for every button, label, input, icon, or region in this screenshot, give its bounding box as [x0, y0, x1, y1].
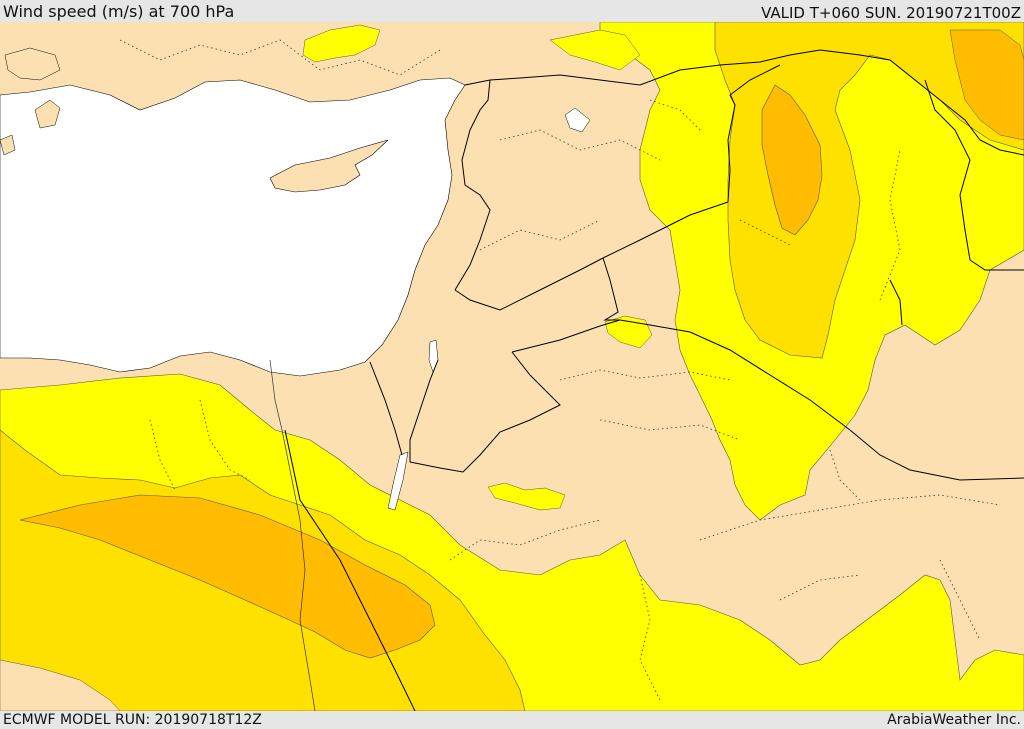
wind-speed-map [0, 22, 1024, 711]
province-boundaries [119, 39, 1001, 701]
wind-zone-ne-strong [761, 84, 823, 236]
header-bar: Wind speed (m/s) at 700 hPa VALID T+060 … [0, 0, 1024, 22]
wind-patch-south [549, 29, 641, 71]
map-title: Wind speed (m/s) at 700 hPa [3, 2, 235, 21]
cyprus-island [269, 139, 389, 193]
aegean-islands [0, 47, 61, 156]
footer-bar: ECMWF MODEL RUN: 20190718T12Z ArabiaWeat… [0, 711, 1024, 729]
wind-zone-sw-strong [19, 494, 436, 659]
wind-zone-sw-calm [0, 659, 121, 711]
wind-zone-ne-strong-2 [949, 29, 1024, 141]
nile-river [269, 359, 316, 711]
credit-label: ArabiaWeather Inc. [887, 712, 1021, 728]
red-sea-gulf [387, 451, 409, 511]
wind-patch-center [487, 482, 566, 511]
wind-patch-north [302, 24, 381, 63]
wind-patch-iraq [604, 315, 653, 349]
lake-assad [564, 107, 591, 133]
model-run-label: ECMWF MODEL RUN: 20190718T12Z [3, 712, 262, 728]
country-borders [284, 49, 1024, 711]
valid-time: VALID T+060 SUN. 20190721T00Z [761, 4, 1021, 22]
